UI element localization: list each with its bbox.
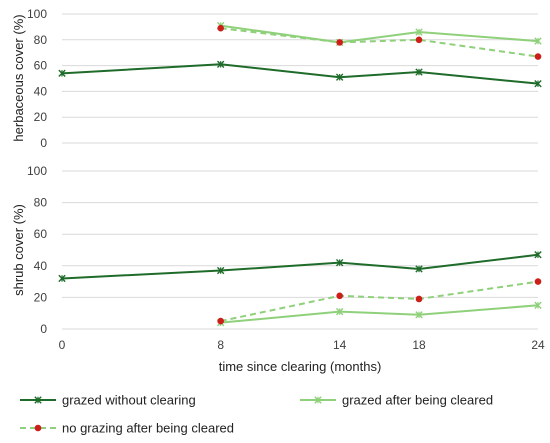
shrub-data-point xyxy=(415,311,423,319)
shrub-y-axis-title: shrub cover (%) xyxy=(11,204,26,296)
x-tick-label: 18 xyxy=(412,338,426,352)
x-axis-title: time since clearing (months) xyxy=(219,359,382,374)
shrub-series-line-grazed-after-being-cleared xyxy=(220,304,539,324)
herbaceous-data-point xyxy=(335,73,344,81)
legend-label: grazed after being cleared xyxy=(342,393,493,408)
shrub-data-point xyxy=(415,265,423,273)
legend-marker xyxy=(34,396,42,404)
herbaceous-data-point xyxy=(216,60,225,69)
herbaceous-data-point xyxy=(58,69,66,78)
shrub-data-point xyxy=(534,278,542,285)
legend-marker xyxy=(314,396,322,404)
shrub-gridlines xyxy=(62,170,538,330)
x-tick-label: 0 xyxy=(59,338,66,352)
legend-label: grazed without clearing xyxy=(62,393,196,408)
shrub-data-point xyxy=(415,295,423,303)
shrub-y-ticks: 0 20 40 60 80 100 xyxy=(27,164,47,336)
herbaceous-y-tick-label: 60 xyxy=(34,59,48,73)
herbaceous-gridlines xyxy=(62,13,538,144)
shrub-data-point xyxy=(534,251,542,259)
shrub-y-tick-label: 60 xyxy=(34,227,48,241)
herbaceous-data-point xyxy=(336,39,343,46)
shrub-data-point xyxy=(336,292,343,300)
herbaceous-data-point xyxy=(534,53,542,60)
herbaceous-data-point xyxy=(415,36,423,44)
herbaceous-series-line-grazed-without-clearing xyxy=(61,63,539,85)
herbaceous-data-point xyxy=(534,79,542,88)
herbaceous-data-point xyxy=(415,28,423,36)
shrub-series-line-grazed-without-clearing xyxy=(61,253,539,280)
x-tick-label: 14 xyxy=(333,338,347,352)
shrub-series-line-no-grazing-after-being-cleared xyxy=(220,280,539,323)
herbaceous-series xyxy=(58,21,542,88)
herbaceous-data-point xyxy=(534,37,542,45)
shrub-y-tick-label: 20 xyxy=(34,290,48,304)
legend: grazed without clearing grazed after bein… xyxy=(20,393,493,436)
shrub-y-tick-label: 80 xyxy=(34,196,48,210)
herbaceous-series-line-grazed-after-being-cleared xyxy=(220,24,539,44)
shrub-y-tick-label: 0 xyxy=(40,322,47,336)
legend-item: grazed without clearing xyxy=(20,393,196,408)
legend-marker xyxy=(34,424,42,432)
shrub-series xyxy=(58,251,542,327)
shrub-y-tick-label: 40 xyxy=(34,259,48,273)
herbaceous-y-tick-label: 100 xyxy=(27,7,47,21)
herbaceous-y-axis-title: herbaceous cover (%) xyxy=(11,14,26,141)
shrub-data-point xyxy=(217,317,224,325)
shrub-data-point xyxy=(216,266,225,275)
shrub-panel: 0 20 40 60 80 100 shrub cover (%) 0 8 14 18 24 ti… xyxy=(11,164,545,374)
x-tick-label: 24 xyxy=(531,338,545,352)
herbaceous-panel: 0 20 40 60 80 100 herbaceous cover (%) xyxy=(11,7,542,150)
herbaceous-y-tick-label: 40 xyxy=(34,84,48,98)
shrub-data-point xyxy=(335,307,344,316)
shrub-x-ticks: 0 8 14 18 24 xyxy=(59,338,545,352)
herbaceous-data-point xyxy=(415,68,423,76)
herbaceous-y-tick-label: 80 xyxy=(34,33,48,47)
legend-item: grazed after being cleared xyxy=(300,393,493,408)
shrub-data-point xyxy=(534,301,542,309)
legend-label: no grazing after being cleared xyxy=(62,421,234,436)
x-tick-label: 8 xyxy=(217,338,224,352)
shrub-y-tick-label: 100 xyxy=(27,164,47,178)
herbaceous-y-tick-label: 0 xyxy=(40,136,47,150)
shrub-data-point xyxy=(335,258,344,267)
herbaceous-y-tick-label: 20 xyxy=(34,110,48,124)
shrub-data-point xyxy=(58,274,66,283)
herbaceous-data-point xyxy=(217,24,224,32)
herbaceous-y-ticks: 0 20 40 60 80 100 xyxy=(27,7,47,150)
legend-item: no grazing after being cleared xyxy=(20,421,234,436)
